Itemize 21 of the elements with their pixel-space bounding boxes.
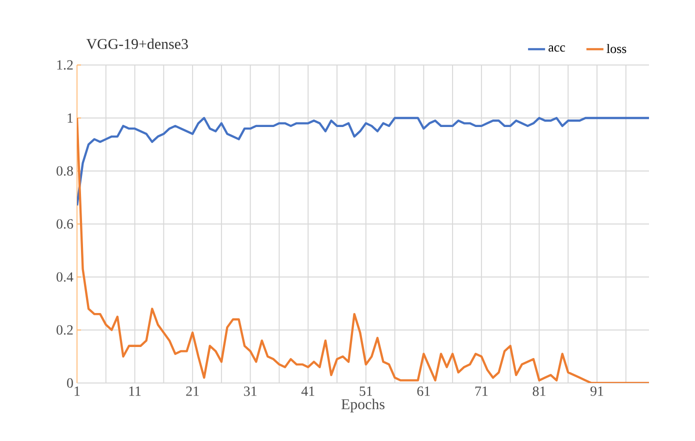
x-tick-label: 81: [532, 386, 546, 396]
x-tick-label: 71: [475, 386, 488, 396]
legend-label: acc: [548, 45, 565, 52]
x-tick-label: 31: [244, 386, 256, 396]
legend-label: loss: [606, 44, 626, 54]
x-axis-title: Epochs: [341, 398, 384, 412]
x-tick-label: 61: [417, 386, 430, 396]
chart-title: VGG-19+dense3: [86, 38, 188, 50]
x-tick-label: 51: [360, 386, 372, 396]
y-tick-label: 1: [68, 113, 73, 123]
x-tick-label: 41: [301, 386, 314, 396]
x-tick-label: 21: [186, 386, 199, 396]
x-tick-label: 1: [74, 386, 80, 396]
y-tick-label: 1.2: [57, 60, 73, 70]
y-tick-label: 0.6: [56, 219, 74, 229]
x-tick-label: 91: [590, 386, 604, 396]
x-tick-label: 11: [129, 386, 141, 396]
y-tick-label: 0.2: [56, 325, 73, 335]
y-tick-label: 0.8: [56, 166, 73, 176]
y-tick-label: 0: [67, 378, 73, 388]
y-tick-label: 0.4: [56, 272, 74, 282]
